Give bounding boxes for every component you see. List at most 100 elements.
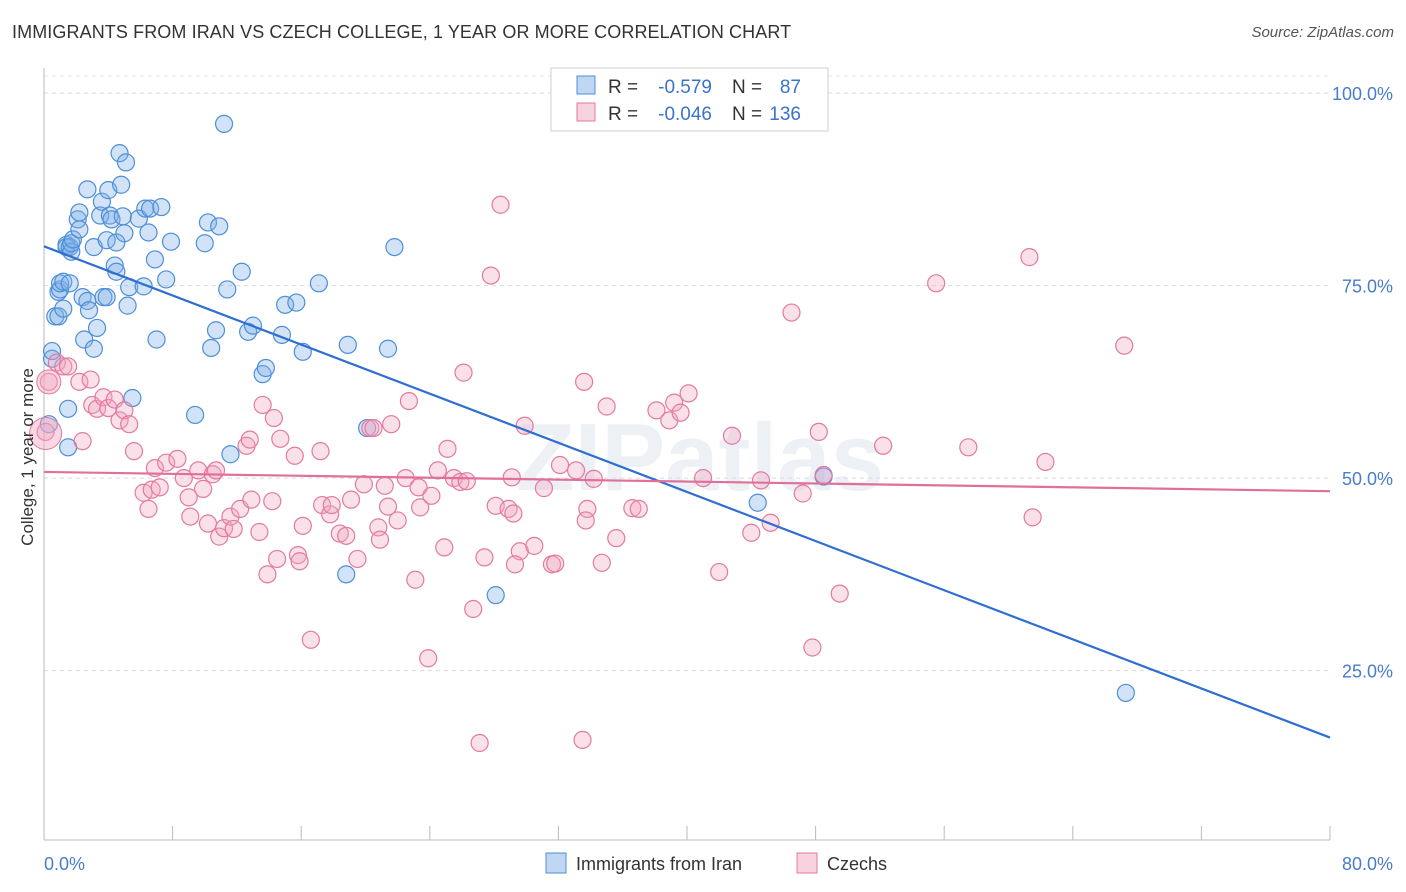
point-czech bbox=[73, 432, 92, 451]
data-points bbox=[29, 114, 1135, 753]
point-czech bbox=[475, 548, 494, 567]
point-czech bbox=[457, 472, 476, 491]
point-czech bbox=[504, 504, 523, 523]
point-czech bbox=[290, 552, 309, 571]
point-iran bbox=[1116, 683, 1135, 703]
point-iran bbox=[87, 318, 107, 338]
point-czech bbox=[179, 488, 198, 507]
point-czech bbox=[267, 549, 287, 569]
point-czech bbox=[110, 411, 129, 430]
point-czech bbox=[382, 415, 401, 434]
point-czech bbox=[679, 384, 698, 403]
point-iran bbox=[186, 405, 205, 425]
point-iran bbox=[112, 175, 131, 194]
chart-title: IMMIGRANTS FROM IRAN VS CZECH COLLEGE, 1… bbox=[12, 22, 792, 42]
point-czech bbox=[288, 545, 308, 565]
point-czech bbox=[722, 426, 742, 445]
point-czech bbox=[782, 303, 801, 322]
point-czech bbox=[505, 555, 525, 574]
point-czech bbox=[150, 478, 169, 497]
legend-r-value: -0.579 bbox=[658, 77, 712, 98]
point-czech bbox=[751, 471, 771, 490]
point-czech bbox=[206, 461, 226, 480]
point-czech bbox=[210, 527, 229, 546]
point-iran bbox=[198, 213, 218, 232]
point-iran bbox=[202, 338, 221, 358]
point-czech bbox=[1115, 336, 1134, 355]
bottom-legend-label: Immigrants from Iran bbox=[576, 854, 742, 874]
point-czech bbox=[54, 357, 73, 376]
point-czech bbox=[1020, 248, 1039, 267]
point-iran bbox=[116, 153, 136, 172]
trend-lines bbox=[43, 245, 1331, 739]
point-czech bbox=[575, 372, 594, 391]
point-iran bbox=[92, 192, 111, 211]
point-czech bbox=[607, 529, 626, 548]
point-czech bbox=[145, 458, 165, 478]
point-iran bbox=[309, 274, 328, 293]
point-czech bbox=[264, 408, 283, 428]
legend-n-label: N = bbox=[732, 77, 762, 98]
point-iran bbox=[110, 144, 129, 163]
point-czech bbox=[124, 442, 144, 461]
point-czech bbox=[803, 638, 822, 657]
point-czech bbox=[39, 372, 58, 391]
point-czech bbox=[671, 403, 690, 422]
point-czech bbox=[406, 570, 425, 589]
point-czech bbox=[534, 479, 554, 498]
point-czech bbox=[271, 429, 290, 448]
point-czech bbox=[874, 436, 893, 455]
point-iran bbox=[157, 270, 176, 289]
bottom-legend-swatch bbox=[796, 852, 818, 874]
point-iran bbox=[486, 586, 505, 605]
point-iran bbox=[42, 341, 62, 361]
watermark: ZIPatlas bbox=[516, 404, 884, 511]
point-czech bbox=[120, 415, 139, 434]
legend-n-value: 136 bbox=[769, 104, 801, 125]
point-iran bbox=[113, 207, 132, 226]
point-czech bbox=[341, 490, 361, 509]
point-iran bbox=[385, 238, 404, 257]
bottom-legend: Immigrants from Iran Czechs bbox=[545, 852, 887, 874]
point-czech bbox=[1036, 452, 1055, 472]
point-iran bbox=[139, 223, 158, 242]
point-czech bbox=[546, 554, 565, 573]
point-czech bbox=[693, 469, 713, 488]
point-czech bbox=[959, 438, 978, 457]
point-czech bbox=[348, 549, 367, 569]
point-czech bbox=[411, 498, 430, 517]
point-czech bbox=[566, 461, 586, 480]
legend-n-value: 87 bbox=[780, 77, 801, 98]
point-czech bbox=[322, 495, 341, 515]
legend-box bbox=[550, 67, 829, 132]
point-czech bbox=[793, 484, 812, 503]
point-czech bbox=[364, 418, 383, 438]
point-czech bbox=[81, 370, 100, 389]
point-czech bbox=[36, 369, 62, 395]
point-czech bbox=[250, 522, 269, 542]
point-czech bbox=[285, 446, 304, 465]
point-czech bbox=[491, 195, 510, 214]
point-iran bbox=[91, 206, 110, 225]
point-czech bbox=[438, 439, 457, 458]
point-iran bbox=[70, 203, 89, 222]
trend-line-iran bbox=[43, 245, 1331, 739]
point-czech bbox=[830, 584, 849, 603]
point-czech bbox=[576, 511, 595, 530]
point-iran bbox=[338, 335, 357, 354]
point-czech bbox=[435, 538, 454, 557]
point-iran bbox=[232, 262, 251, 281]
point-iran bbox=[118, 296, 137, 315]
point-czech bbox=[311, 442, 330, 461]
legend-r-value: -0.046 bbox=[658, 104, 712, 125]
point-czech bbox=[597, 397, 616, 416]
y-tick-label: 50.0% bbox=[1342, 469, 1393, 489]
bottom-legend-swatch bbox=[545, 852, 567, 874]
point-czech bbox=[665, 393, 684, 412]
point-czech bbox=[253, 395, 272, 415]
point-iran bbox=[63, 230, 83, 249]
source-credit: Source: ZipAtlas.com bbox=[1251, 24, 1394, 41]
legend: R = -0.579 N = 87 R = -0.046 N = 136 bbox=[550, 67, 829, 132]
point-czech bbox=[29, 416, 63, 450]
point-czech bbox=[370, 530, 390, 549]
